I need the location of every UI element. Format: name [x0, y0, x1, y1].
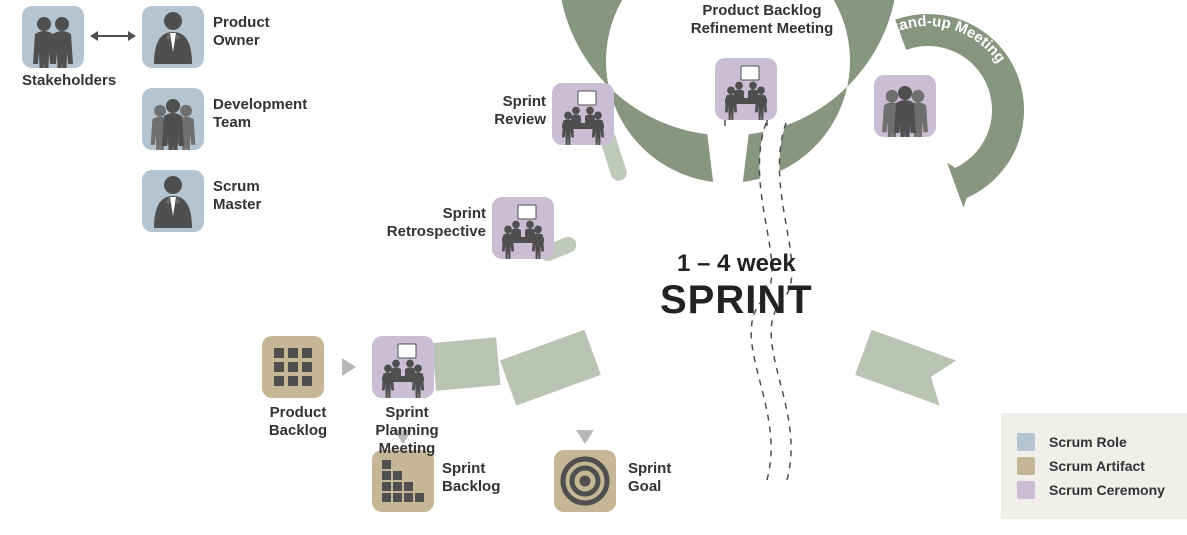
- dev-team-label: Development Team: [213, 96, 353, 132]
- sprint-review-tile: [552, 83, 614, 145]
- legend-label-artifact: Scrum Artifact: [1049, 458, 1145, 474]
- daily-standup-tile: [874, 75, 936, 137]
- stakeholders-label: Stakeholders: [22, 72, 122, 90]
- sprint-retrospective-tile: [492, 197, 554, 259]
- sprint-backlog-tile: [372, 450, 434, 512]
- product-backlog-tile: [262, 336, 324, 398]
- sprint-backlog-label: Sprint Backlog: [442, 460, 522, 496]
- stakeholders-tile: [22, 6, 84, 68]
- legend-row-ceremony: Scrum Ceremony: [1017, 481, 1171, 499]
- sprint-review-label: Sprint Review: [478, 93, 546, 129]
- product-owner-label: Product Owner: [213, 14, 333, 50]
- legend-swatch-role: [1017, 433, 1035, 451]
- product-backlog-label: Product Backlog: [258, 404, 338, 440]
- legend-label-role: Scrum Role: [1049, 434, 1127, 450]
- product-owner-tile: [142, 6, 204, 68]
- sprint-planning-tile: [372, 336, 434, 398]
- scrum-master-tile: [142, 170, 204, 232]
- sprint-planning-label: Sprint Planning Meeting: [352, 404, 462, 458]
- legend-swatch-artifact: [1017, 457, 1035, 475]
- dev-team-tile: [142, 88, 204, 150]
- scrum-diagram: { "type": "infographic", "canvas": { "wi…: [0, 0, 1187, 535]
- legend-swatch-ceremony: [1017, 481, 1035, 499]
- scrum-master-label: Scrum Master: [213, 178, 333, 214]
- backlog-refinement-label: Product Backlog Refinement Meeting: [662, 2, 862, 38]
- sprint-title: 1 – 4 week SPRINT: [660, 250, 813, 323]
- legend-row-role: Scrum Role: [1017, 433, 1171, 451]
- backlog-refinement-tile: [715, 58, 777, 120]
- sprint-duration-text: 1 – 4 week: [660, 250, 813, 278]
- sprint-goal-tile: [554, 450, 616, 512]
- sprint-retrospective-label: Sprint Retrospective: [378, 205, 486, 241]
- sprint-goal-label: Sprint Goal: [628, 460, 708, 496]
- sprint-word: SPRINT: [660, 278, 813, 323]
- legend-label-ceremony: Scrum Ceremony: [1049, 482, 1165, 498]
- legend: Scrum Role Scrum Artifact Scrum Ceremony: [1001, 413, 1187, 519]
- legend-row-artifact: Scrum Artifact: [1017, 457, 1171, 475]
